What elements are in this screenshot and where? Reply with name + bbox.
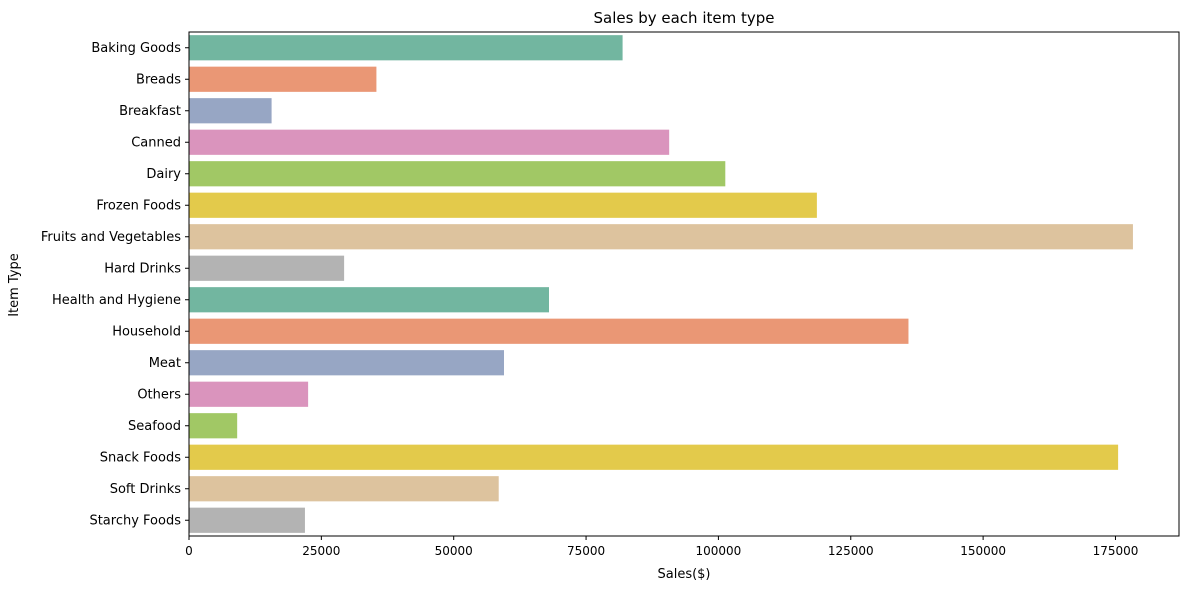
bar-frozen-foods: [189, 192, 817, 218]
y-tick-label: Hard Drinks: [104, 261, 181, 276]
plot-frame: [188, 31, 1180, 537]
y-tick-label: Household: [112, 324, 181, 339]
y-tick-label: Fruits and Vegetables: [41, 230, 181, 245]
x-tick-label: 125000: [828, 544, 874, 558]
bar-meat: [189, 350, 504, 376]
y-tick-label: Soft Drinks: [110, 482, 182, 497]
y-tick-label: Snack Foods: [100, 450, 181, 465]
bar-hard-drinks: [189, 255, 345, 281]
bar-breakfast: [189, 98, 272, 124]
bar-others: [189, 381, 309, 407]
y-tick-label: Starchy Foods: [89, 513, 181, 528]
bar-dairy: [189, 161, 726, 187]
axes-layer: Baking Goods Breads Breakfast Canned Dairy Fr…: [41, 31, 1180, 558]
x-tick-label: 150000: [960, 544, 1006, 558]
bar-household: [189, 318, 909, 344]
y-tick-label: Breakfast: [119, 104, 181, 119]
y-tick-label: Baking Goods: [91, 41, 181, 56]
bar-seafood: [189, 413, 238, 439]
y-axis-label: Item Type: [7, 253, 22, 317]
x-tick-label: 0: [185, 544, 193, 558]
y-tick-label: Breads: [136, 72, 181, 87]
y-tick-label: Others: [137, 387, 181, 402]
y-tick-label: Health and Hygiene: [52, 293, 181, 308]
y-tick-label: Meat: [149, 356, 181, 371]
x-axis-label: Sales($): [657, 567, 710, 582]
x-tick-label: 175000: [1093, 544, 1139, 558]
x-tick-label: 100000: [696, 544, 742, 558]
bar-canned: [189, 129, 670, 155]
y-tick-label: Seafood: [128, 419, 181, 434]
bar-soft-drinks: [189, 476, 499, 502]
bar-starchy-foods: [189, 507, 305, 533]
x-tick-label: 75000: [567, 544, 605, 558]
x-tick-label: 50000: [435, 544, 473, 558]
y-tick-label: Dairy: [146, 167, 181, 182]
bar-fruits-and-vegetables: [189, 224, 1133, 250]
bar-baking-goods: [189, 35, 623, 61]
y-tick-label: Frozen Foods: [96, 198, 181, 213]
bar-snack-foods: [189, 444, 1119, 470]
bar-breads: [189, 66, 377, 92]
bars-layer: [189, 35, 1133, 533]
x-tick-label: 25000: [302, 544, 340, 558]
y-tick-label: Canned: [131, 135, 181, 150]
chart-title: Sales by each item type: [594, 9, 775, 27]
bar-health-and-hygiene: [189, 287, 549, 313]
